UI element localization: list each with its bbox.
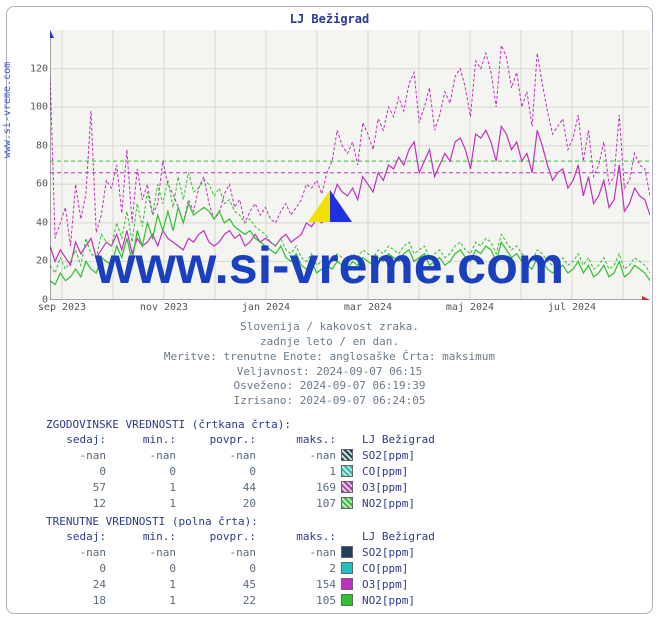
current-title: TRENUTNE VREDNOSTI (polna črta): — [46, 515, 606, 528]
table-row: 57144169 O3[ppm] — [46, 479, 606, 495]
col-maks: maks.: — [256, 433, 336, 446]
current-station: LJ Bežigrad — [358, 530, 435, 543]
cell-maks: -nan — [256, 449, 336, 462]
cell-maks: 107 — [256, 497, 336, 510]
meta-line: Izrisano: 2024-09-07 06:24:05 — [0, 394, 659, 409]
cell-povpr: -nan — [176, 546, 256, 559]
table-row: 24145154 O3[ppm] — [46, 576, 606, 592]
cell-maks: 105 — [256, 594, 336, 607]
cell-min: 0 — [106, 465, 176, 478]
y-tick: 60 — [36, 179, 48, 190]
cell-sedaj: 57 — [46, 481, 106, 494]
series-swatch-icon — [341, 594, 353, 606]
cell-sedaj: 0 — [46, 465, 106, 478]
table-row: 0002CO[ppm] — [46, 560, 606, 576]
cell-maks: -nan — [256, 546, 336, 559]
cell-povpr: 0 — [176, 562, 256, 575]
y-tick: 80 — [36, 140, 48, 151]
historic-station: LJ Bežigrad — [358, 433, 435, 446]
col-povpr: povpr.: — [176, 433, 256, 446]
cell-maks: 169 — [256, 481, 336, 494]
x-tick: jan 2024 — [242, 302, 290, 313]
y-tick-labels: 020406080100120 — [20, 30, 48, 300]
cell-min: 1 — [106, 594, 176, 607]
chart-title: LJ Bežigrad — [0, 12, 659, 26]
col-min: min.: — [106, 433, 176, 446]
meta-line: Veljavnost: 2024-09-07 06:15 — [0, 365, 659, 380]
cell-maks: 1 — [256, 465, 336, 478]
cell-sedaj: 24 — [46, 578, 106, 591]
x-tick: mar 2024 — [344, 302, 392, 313]
cell-povpr: 22 — [176, 594, 256, 607]
cell-povpr: 20 — [176, 497, 256, 510]
series-label: CO[ppm] — [358, 562, 408, 575]
cell-povpr: 44 — [176, 481, 256, 494]
cell-povpr: 45 — [176, 578, 256, 591]
cell-sedaj: -nan — [46, 449, 106, 462]
x-tick-labels: sep 2023nov 2023jan 2024mar 2024maj 2024… — [50, 302, 650, 316]
cell-povpr: 0 — [176, 465, 256, 478]
y-tick: 40 — [36, 217, 48, 228]
cell-sedaj: 12 — [46, 497, 106, 510]
x-tick: maj 2024 — [446, 302, 494, 313]
current-header-row: sedaj: min.: povpr.: maks.: LJ Bežigrad — [46, 528, 606, 544]
table-row: -nan-nan-nan-nanSO2[ppm] — [46, 447, 606, 463]
cell-sedaj: 18 — [46, 594, 106, 607]
series-swatch-icon — [341, 449, 353, 461]
y-axis-source-label: www.si-vreme.com — [2, 40, 13, 180]
series-swatch-icon — [341, 546, 353, 558]
cell-sedaj: -nan — [46, 546, 106, 559]
cell-min: -nan — [106, 449, 176, 462]
series-swatch-icon — [341, 465, 353, 477]
cell-povpr: -nan — [176, 449, 256, 462]
table-row: 12120107 NO2[ppm] — [46, 495, 606, 511]
meta-line: zadnje leto / en dan. — [0, 335, 659, 350]
series-swatch-icon — [341, 497, 353, 509]
meta-line: Slovenija / kakovost zraka. — [0, 320, 659, 335]
series-swatch-icon — [341, 578, 353, 590]
table-row: -nan-nan-nan-nanSO2[ppm] — [46, 544, 606, 560]
series-label: SO2[ppm] — [358, 449, 415, 462]
series-label: SO2[ppm] — [358, 546, 415, 559]
series-label: O3[ppm] — [358, 578, 408, 591]
cell-sedaj: 0 — [46, 562, 106, 575]
x-tick: sep 2023 — [38, 302, 86, 313]
cell-maks: 154 — [256, 578, 336, 591]
col-povpr: povpr.: — [176, 530, 256, 543]
series-label: NO2[ppm] — [358, 594, 415, 607]
col-sedaj: sedaj: — [46, 530, 106, 543]
series-swatch-icon — [341, 481, 353, 493]
table-row: 0001CO[ppm] — [46, 463, 606, 479]
y-tick: 100 — [30, 102, 48, 113]
y-tick: 120 — [30, 63, 48, 74]
historic-title: ZGODOVINSKE VREDNOSTI (črtkana črta): — [46, 418, 606, 431]
cell-min: 0 — [106, 562, 176, 575]
cell-min: 1 — [106, 497, 176, 510]
metadata-lines: Slovenija / kakovost zraka.zadnje leto /… — [0, 320, 659, 409]
cell-maks: 2 — [256, 562, 336, 575]
x-tick: nov 2023 — [140, 302, 188, 313]
historic-header-row: sedaj: min.: povpr.: maks.: LJ Bežigrad — [46, 431, 606, 447]
table-row: 18122105 NO2[ppm] — [46, 592, 606, 608]
y-tick: 20 — [36, 256, 48, 267]
meta-line: Osveženo: 2024-09-07 06:19:39 — [0, 379, 659, 394]
cell-min: -nan — [106, 546, 176, 559]
col-sedaj: sedaj: — [46, 433, 106, 446]
series-label: NO2[ppm] — [358, 497, 415, 510]
series-label: O3[ppm] — [358, 481, 408, 494]
cell-min: 1 — [106, 481, 176, 494]
meta-line: Meritve: trenutne Enote: anglosaške Črta… — [0, 350, 659, 365]
series-label: CO[ppm] — [358, 465, 408, 478]
x-tick: jul 2024 — [548, 302, 596, 313]
col-min: min.: — [106, 530, 176, 543]
cell-min: 1 — [106, 578, 176, 591]
chart-area — [50, 30, 650, 300]
values-tables: ZGODOVINSKE VREDNOSTI (črtkana črta): se… — [46, 414, 606, 608]
col-maks: maks.: — [256, 530, 336, 543]
series-swatch-icon — [341, 562, 353, 574]
